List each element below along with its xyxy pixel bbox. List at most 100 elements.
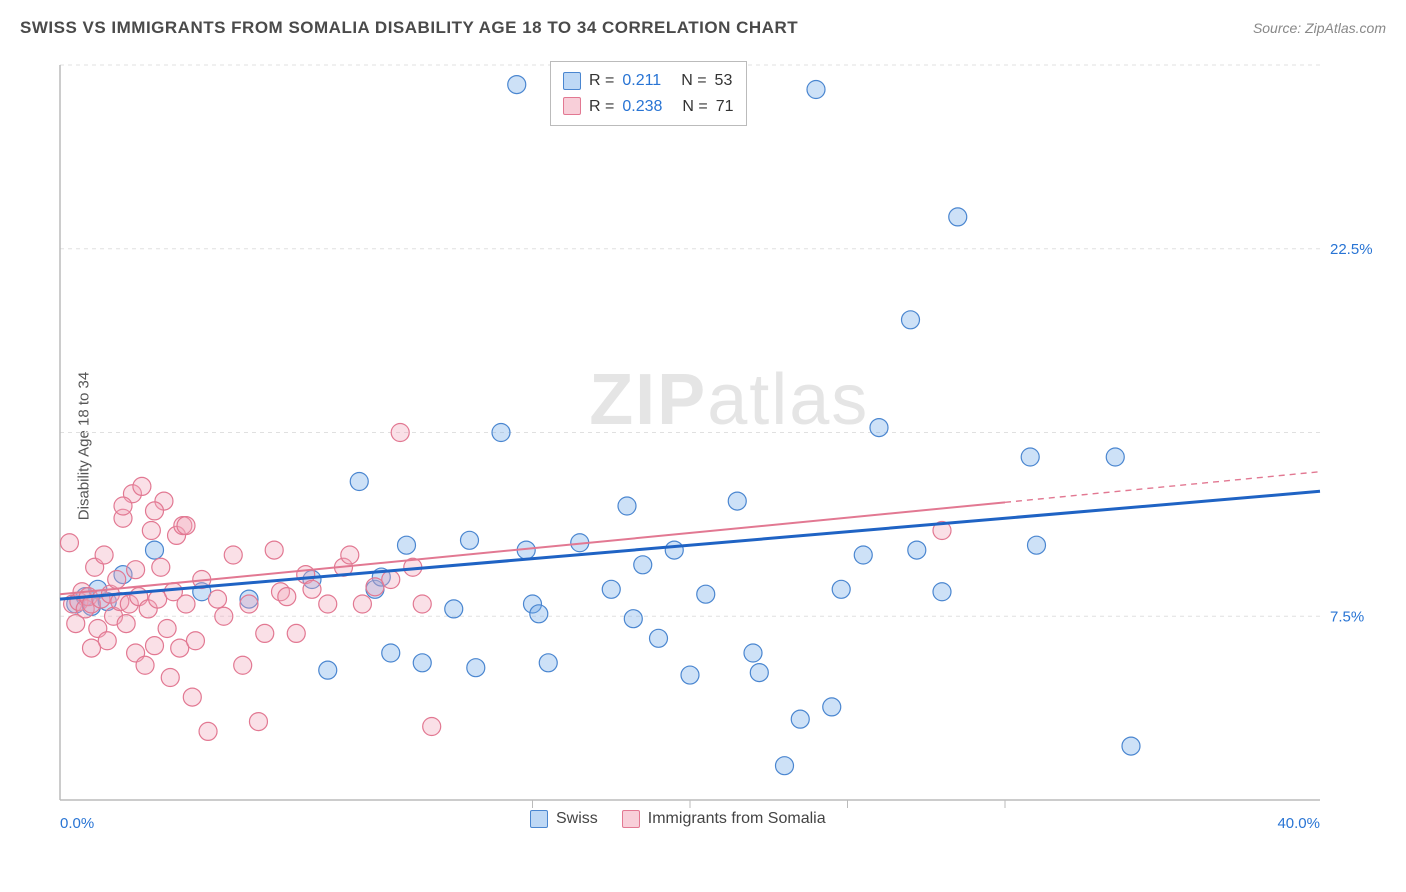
- scatter-point: [398, 536, 416, 554]
- scatter-point: [319, 595, 337, 613]
- scatter-point: [1021, 448, 1039, 466]
- scatter-point: [117, 615, 135, 633]
- scatter-point: [319, 661, 337, 679]
- scatter-point: [136, 656, 154, 674]
- scatter-point: [413, 654, 431, 672]
- scatter-point: [634, 556, 652, 574]
- scatter-point: [445, 600, 463, 618]
- scatter-point: [108, 571, 126, 589]
- scatter-point: [624, 610, 642, 628]
- scatter-point: [278, 588, 296, 606]
- scatter-point: [602, 580, 620, 598]
- scatter-point: [146, 541, 164, 559]
- y-tick-label: 7.5%: [1330, 608, 1364, 625]
- scatter-point: [350, 473, 368, 491]
- chart-title: SWISS VS IMMIGRANTS FROM SOMALIA DISABIL…: [20, 18, 798, 38]
- scatter-point: [807, 81, 825, 99]
- scatter-point: [382, 571, 400, 589]
- scatter-point: [215, 607, 233, 625]
- scatter-point: [461, 531, 479, 549]
- scatter-point: [823, 698, 841, 716]
- series-legend: Swiss Immigrants from Somalia: [530, 810, 826, 828]
- scatter-point: [776, 757, 794, 775]
- scatter-point: [854, 546, 872, 564]
- scatter-point: [750, 664, 768, 682]
- chart-svg: 7.5% 22.5% 0.0% 40.0%: [50, 55, 1380, 840]
- scatter-point: [341, 546, 359, 564]
- scatter-point: [177, 517, 195, 535]
- scatter-point: [234, 656, 252, 674]
- scatter-point: [177, 595, 195, 613]
- scatter-point: [933, 583, 951, 601]
- scatter-point: [265, 541, 283, 559]
- scatter-point: [114, 497, 132, 515]
- chart-source: Source: ZipAtlas.com: [1253, 20, 1386, 36]
- y-tick-label: 22.5%: [1330, 241, 1373, 258]
- scatter-point: [382, 644, 400, 662]
- stats-swatch: [563, 97, 581, 115]
- scatter-point: [413, 595, 431, 613]
- scatter-point: [146, 637, 164, 655]
- scatter-point: [467, 659, 485, 677]
- stats-r-value: 0.238: [622, 94, 662, 120]
- scatter-point: [158, 620, 176, 638]
- scatter-point: [199, 722, 217, 740]
- scatter-point: [870, 419, 888, 437]
- stats-row: R = 0.211N = 53: [563, 68, 734, 94]
- stats-row: R = 0.238N = 71: [563, 94, 734, 120]
- x-tick-label: 0.0%: [60, 815, 94, 832]
- scatter-point: [186, 632, 204, 650]
- scatter-point: [152, 558, 170, 576]
- regression-line: [60, 491, 1320, 599]
- scatter-point: [303, 580, 321, 598]
- scatter-point: [508, 76, 526, 94]
- scatter-point: [423, 718, 441, 736]
- scatter-point: [127, 561, 145, 579]
- scatter-point: [949, 208, 967, 226]
- scatter-point: [146, 502, 164, 520]
- scatter-point: [353, 595, 371, 613]
- scatter-point: [728, 492, 746, 510]
- scatter-point: [697, 585, 715, 603]
- scatter-point: [60, 534, 78, 552]
- scatter-point: [492, 424, 510, 442]
- stats-n-label: N =: [681, 68, 706, 94]
- x-tick-label: 40.0%: [1277, 815, 1320, 832]
- correlation-stats-box: R = 0.211N = 53R = 0.238N = 71: [550, 61, 747, 126]
- stats-r-label: R =: [589, 68, 614, 94]
- scatter-point: [618, 497, 636, 515]
- scatter-point: [391, 424, 409, 442]
- chart-header: SWISS VS IMMIGRANTS FROM SOMALIA DISABIL…: [20, 18, 1386, 38]
- legend-swatch: [530, 810, 548, 828]
- scatter-point: [256, 624, 274, 642]
- scatter-point: [287, 624, 305, 642]
- regression-line-extrap: [1005, 472, 1320, 503]
- scatter-point: [650, 629, 668, 647]
- scatter-point: [908, 541, 926, 559]
- scatter-point: [95, 546, 113, 564]
- legend-label: Immigrants from Somalia: [648, 810, 826, 828]
- scatter-point: [133, 477, 151, 495]
- scatter-point: [224, 546, 242, 564]
- legend-swatch: [622, 810, 640, 828]
- legend-label: Swiss: [556, 810, 598, 828]
- scatter-point: [1122, 737, 1140, 755]
- scatter-point: [1106, 448, 1124, 466]
- scatter-point: [681, 666, 699, 684]
- stats-n-value: 53: [715, 68, 733, 94]
- scatter-point: [539, 654, 557, 672]
- scatter-point: [83, 639, 101, 657]
- scatter-point: [744, 644, 762, 662]
- scatter-point: [209, 590, 227, 608]
- scatter-point: [183, 688, 201, 706]
- scatter-point: [1028, 536, 1046, 554]
- chart-plot-area: 7.5%22.5%0.0%40.0% ZIPatlas R = 0.211N =…: [50, 55, 1380, 840]
- legend-item: Swiss: [530, 810, 598, 828]
- scatter-point: [142, 522, 160, 540]
- scatter-point: [665, 541, 683, 559]
- stats-n-value: 71: [716, 94, 734, 120]
- scatter-point: [791, 710, 809, 728]
- scatter-point: [161, 669, 179, 687]
- scatter-point: [240, 595, 258, 613]
- scatter-point: [249, 713, 267, 731]
